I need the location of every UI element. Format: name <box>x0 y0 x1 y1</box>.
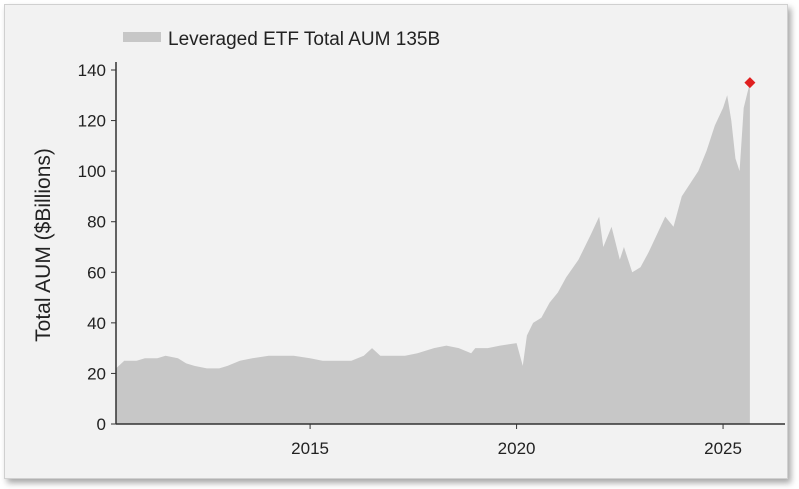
y-tick-label: 140 <box>78 61 106 80</box>
x-tick-label: 2020 <box>498 439 536 458</box>
x-tick-label: 2015 <box>291 439 329 458</box>
y-tick-label: 80 <box>87 213 106 232</box>
legend-swatch <box>123 32 161 42</box>
aum-area-series <box>116 82 750 425</box>
y-tick-label: 20 <box>87 364 106 383</box>
y-tick-label: 0 <box>97 415 106 434</box>
y-tick-label: 60 <box>87 263 106 282</box>
latest-value-marker <box>744 77 756 89</box>
x-tick-label: 2025 <box>704 439 742 458</box>
y-tick-label: 100 <box>78 162 106 181</box>
axes: 0 20 40 60 80 100 120 140 2015 2020 2025 <box>78 61 785 458</box>
legend: Leveraged ETF Total AUM 135B <box>123 29 440 50</box>
plot-area <box>116 77 756 425</box>
y-tick-label: 40 <box>87 314 106 333</box>
y-axis-title: Total AUM ($Billions) <box>32 148 55 342</box>
legend-label: Leveraged ETF Total AUM 135B <box>168 29 440 50</box>
y-tick-label: 120 <box>78 112 106 131</box>
